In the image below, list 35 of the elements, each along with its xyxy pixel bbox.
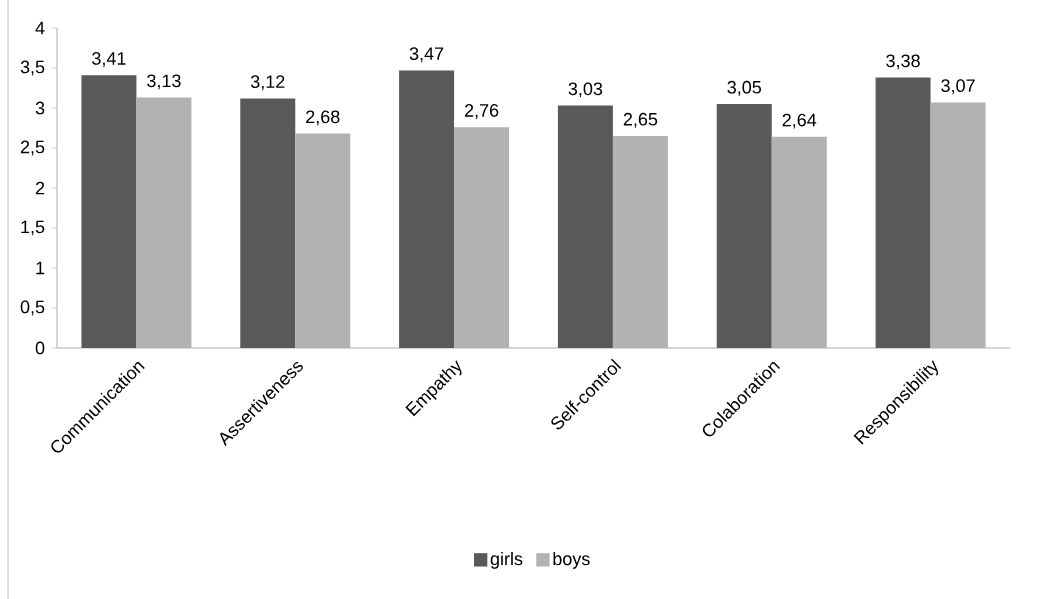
data-label: 2,76: [464, 104, 499, 119]
data-label: 2,68: [306, 110, 340, 126]
data-label: 3,12: [250, 75, 285, 91]
y-tick-label: 0: [35, 341, 45, 355]
data-label: 3,03: [568, 82, 603, 98]
y-tick-label: 3: [35, 101, 45, 115]
y-tick-label: 2: [35, 181, 45, 195]
bar: [612, 135, 668, 348]
data-label: 3,38: [886, 54, 920, 70]
data-label: 3,47: [409, 47, 444, 63]
bar: [875, 77, 931, 348]
data-label: 2,65: [623, 112, 658, 128]
y-tick-label: 1: [36, 261, 45, 275]
y-tick-label: 3,5: [20, 60, 45, 76]
bar: [930, 102, 986, 348]
bar: [557, 105, 613, 348]
y-tick-label: 4: [35, 21, 45, 35]
bar: [136, 97, 192, 348]
bar: [295, 133, 351, 348]
y-tick-label: 1,5: [21, 220, 45, 236]
data-label: 3,07: [941, 79, 975, 95]
bar: [454, 127, 510, 348]
legend-label: boys: [553, 551, 590, 569]
bar: [716, 104, 772, 348]
y-tick-label: 0,5: [20, 300, 45, 316]
data-label: 3,13: [147, 74, 181, 90]
data-label: 3,41: [92, 52, 126, 67]
legend-label: girls: [490, 551, 523, 569]
data-label: 3,05: [727, 80, 762, 96]
data-label: 2,64: [782, 113, 817, 129]
bar: [81, 75, 137, 348]
bar: [240, 98, 296, 348]
y-tick-label: 2,5: [20, 140, 45, 156]
bar: [771, 136, 827, 348]
bar: [399, 70, 455, 348]
